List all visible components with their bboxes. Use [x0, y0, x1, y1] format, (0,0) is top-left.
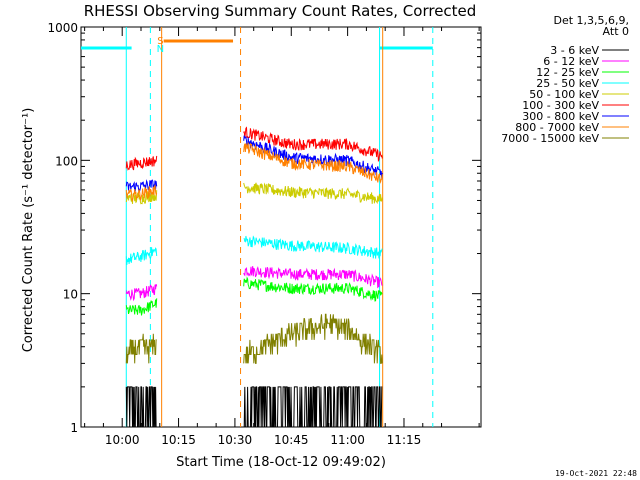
- y-axis-label-text: Corrected Count Rate (s⁻¹ detector⁻¹): [21, 108, 36, 353]
- y-tick-label: 10: [63, 288, 78, 302]
- series-line-0: [125, 386, 157, 428]
- series-line-6: [125, 179, 158, 194]
- plot-frame: [80, 26, 482, 428]
- night-label: N: [157, 44, 164, 55]
- series-line-1: [243, 266, 383, 289]
- legend-label-5: 100 - 300 keV: [522, 99, 599, 112]
- series-line-8: [125, 333, 157, 364]
- legend-label-1: 6 - 12 keV: [543, 55, 599, 68]
- x-tick-label: 10:15: [161, 433, 196, 447]
- series-line-2: [125, 298, 158, 316]
- series-line-1: [125, 283, 158, 302]
- series-line-5: [125, 155, 158, 171]
- series-line-8: [243, 313, 383, 364]
- x-axis-label: Start Time (18-Oct-12 09:49:02): [176, 455, 386, 470]
- x-tick-label: 11:15: [387, 433, 422, 447]
- saa-label: S: [157, 36, 163, 47]
- chart-title: RHESSI Observing Summary Count Rates, Co…: [84, 2, 477, 20]
- x-tick-label: 11:00: [330, 433, 365, 447]
- series-line-7: [125, 184, 158, 202]
- legend-header-line: Det 1,3,5,6,9,: [553, 14, 629, 27]
- y-axis-label: Corrected Count Rate (s⁻¹ detector⁻¹): [21, 108, 36, 353]
- legend-label-8: 7000 - 15000 keV: [501, 132, 599, 145]
- y-tick-label: 1: [70, 421, 78, 435]
- y-tick-label: 1000: [47, 21, 78, 35]
- series-line-2: [243, 276, 383, 302]
- legend-label-2: 12 - 25 keV: [536, 66, 599, 79]
- footer-timestamp: 19-Oct-2021 22:48: [555, 469, 637, 478]
- series-line-0: [243, 386, 383, 428]
- x-tick-label: 10:45: [274, 433, 309, 447]
- axis-ticks: 1 10 100 1000 10:00 10:15 10:30 10:45 11:00 11:15: [47, 21, 481, 447]
- series-line-7: [243, 142, 383, 184]
- y-tick-label: 100: [55, 154, 78, 168]
- legend-header-line: Att 0: [603, 25, 629, 38]
- series-line-4: [125, 190, 158, 205]
- x-tick-label: 10:00: [105, 433, 140, 447]
- x-tick-label: 10:30: [218, 433, 253, 447]
- legend-label-6: 300 - 800 keV: [522, 110, 599, 123]
- timeline-annotations: SN: [81, 27, 434, 427]
- legend-label-4: 50 - 100 keV: [529, 88, 599, 101]
- legend-label-3: 25 - 50 keV: [536, 77, 599, 90]
- legend-label-0: 3 - 6 keV: [550, 44, 599, 57]
- series-line-3: [243, 235, 383, 259]
- legend-label-7: 800 - 7000 keV: [515, 121, 599, 134]
- series-lines: [125, 126, 383, 428]
- series-line-3: [125, 247, 158, 265]
- series-line-5: [243, 126, 383, 163]
- series-line-4: [243, 182, 383, 205]
